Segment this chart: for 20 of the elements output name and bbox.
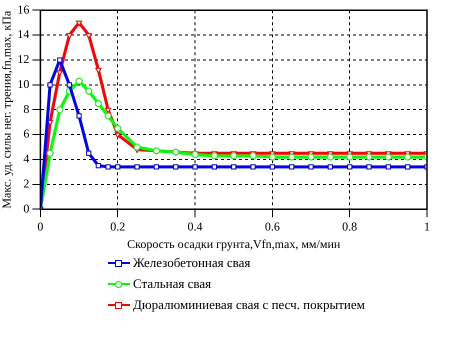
y-tick-label: 12	[17, 52, 30, 66]
y-tick-label: 2	[23, 176, 30, 190]
y-axis-title: Макс. уд. силы нег. трения,fn,max, кПа	[0, 10, 14, 209]
legend-label: Железобетонная свая	[133, 254, 250, 270]
x-axis-title: Скорость осадки грунта,Vfn,max, мм/мин	[127, 236, 341, 251]
x-tick-label: 1	[424, 220, 430, 234]
x-tick-label: 0.2	[110, 220, 126, 234]
x-tick-label: 0.6	[264, 220, 280, 234]
y-tick-label: 14	[17, 27, 30, 42]
y-tick-label: 10	[17, 76, 30, 91]
x-tick-label: 0	[37, 220, 44, 234]
y-tick-label: 4	[23, 152, 30, 166]
legend-label: Дюралюминиевая свая с песч. покрытием	[133, 296, 365, 312]
legend-label: Стальная свая	[133, 276, 212, 292]
y-tick-label: 8	[23, 102, 30, 116]
y-tick-label: 16	[17, 2, 30, 16]
y-tick-label: 6	[23, 126, 30, 141]
x-tick-label: 0.4	[188, 220, 203, 234]
x-tick-label: 0.8	[342, 220, 358, 234]
y-tick-label: 0	[23, 201, 30, 216]
